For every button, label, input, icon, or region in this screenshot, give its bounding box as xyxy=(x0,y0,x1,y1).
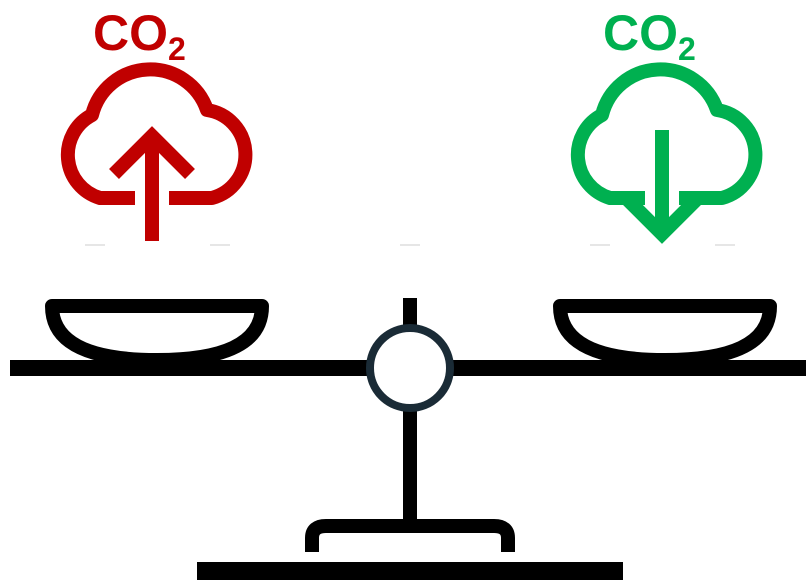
left-label-main: CO xyxy=(93,5,168,61)
cloud-outline xyxy=(60,62,253,205)
pivot xyxy=(366,324,454,412)
left-co2-label: CO2 xyxy=(93,5,186,67)
right-pan xyxy=(553,299,777,367)
base-bracket xyxy=(305,519,515,552)
left-label-sub: 2 xyxy=(168,31,186,67)
left-pan xyxy=(45,299,269,367)
right-label-main: CO xyxy=(603,5,678,61)
cloud-up-icon xyxy=(60,62,253,241)
cloud-outline xyxy=(570,62,763,205)
right-co2-label: CO2 xyxy=(603,5,696,67)
arrow-head xyxy=(109,126,195,179)
cloud-down-icon xyxy=(570,62,763,244)
right-label-sub: 2 xyxy=(678,31,696,67)
arrow-head xyxy=(619,191,705,244)
